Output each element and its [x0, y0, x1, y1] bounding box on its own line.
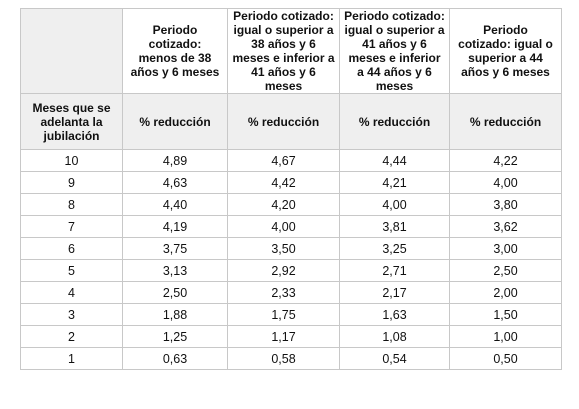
value-cell: 4,67	[227, 149, 340, 172]
value-cell: 4,63	[122, 171, 228, 194]
table-row: 4 2,50 2,33 2,17 2,00	[20, 281, 562, 304]
months-cell: 3	[20, 303, 123, 326]
table-row: 1 0,63 0,58 0,54 0,50	[20, 347, 562, 370]
value-cell: 2,33	[227, 281, 340, 304]
value-cell: 0,63	[122, 347, 228, 370]
value-cell: 3,50	[227, 237, 340, 260]
months-cell: 10	[20, 149, 123, 172]
months-cell: 4	[20, 281, 123, 304]
table-row: 2 1,25 1,17 1,08 1,00	[20, 325, 562, 348]
value-cell: 4,40	[122, 193, 228, 216]
table-row: 7 4,19 4,00 3,81 3,62	[20, 215, 562, 238]
value-cell: 2,71	[339, 259, 450, 282]
value-cell: 4,44	[339, 149, 450, 172]
value-cell: 1,08	[339, 325, 450, 348]
table-row: 3 1,88 1,75 1,63 1,50	[20, 303, 562, 326]
months-cell: 8	[20, 193, 123, 216]
header-col-2: Periodo cotizado: igual o superior a 38 …	[227, 8, 340, 94]
value-cell: 4,20	[227, 193, 340, 216]
value-cell: 4,22	[449, 149, 562, 172]
table-row: 10 4,89 4,67 4,44 4,22	[20, 149, 562, 172]
table-row: 5 3,13 2,92 2,71 2,50	[20, 259, 562, 282]
subheader-row: Meses que se adelanta la jubilación % re…	[20, 93, 562, 150]
header-col-3: Periodo cotizado: igual o superior a 41 …	[339, 8, 450, 94]
months-cell: 5	[20, 259, 123, 282]
subheader-reduction-1: % reducción	[122, 93, 228, 150]
value-cell: 4,21	[339, 171, 450, 194]
header-col-4: Periodo cotizado: igual o superior a 44 …	[449, 8, 562, 94]
value-cell: 3,13	[122, 259, 228, 282]
value-cell: 1,00	[449, 325, 562, 348]
months-cell: 1	[20, 347, 123, 370]
header-corner	[20, 8, 123, 94]
subheader-months: Meses que se adelanta la jubilación	[20, 93, 123, 150]
value-cell: 1,88	[122, 303, 228, 326]
value-cell: 0,50	[449, 347, 562, 370]
value-cell: 2,50	[122, 281, 228, 304]
value-cell: 1,75	[227, 303, 340, 326]
value-cell: 4,19	[122, 215, 228, 238]
value-cell: 1,17	[227, 325, 340, 348]
value-cell: 4,42	[227, 171, 340, 194]
value-cell: 2,92	[227, 259, 340, 282]
value-cell: 3,25	[339, 237, 450, 260]
value-cell: 0,54	[339, 347, 450, 370]
value-cell: 4,00	[339, 193, 450, 216]
months-cell: 7	[20, 215, 123, 238]
subheader-reduction-2: % reducción	[227, 93, 340, 150]
subheader-reduction-3: % reducción	[339, 93, 450, 150]
value-cell: 3,62	[449, 215, 562, 238]
value-cell: 1,25	[122, 325, 228, 348]
value-cell: 3,75	[122, 237, 228, 260]
months-cell: 6	[20, 237, 123, 260]
value-cell: 4,00	[449, 171, 562, 194]
table-row: 9 4,63 4,42 4,21 4,00	[20, 171, 562, 194]
header-col-1: Periodo cotizado: menos de 38 años y 6 m…	[122, 8, 228, 94]
value-cell: 3,00	[449, 237, 562, 260]
value-cell: 1,63	[339, 303, 450, 326]
header-row: Periodo cotizado: menos de 38 años y 6 m…	[20, 8, 562, 94]
value-cell: 2,17	[339, 281, 450, 304]
months-cell: 9	[20, 171, 123, 194]
months-cell: 2	[20, 325, 123, 348]
value-cell: 1,50	[449, 303, 562, 326]
value-cell: 2,50	[449, 259, 562, 282]
value-cell: 2,00	[449, 281, 562, 304]
subheader-reduction-4: % reducción	[449, 93, 562, 150]
value-cell: 4,00	[227, 215, 340, 238]
reduction-table: Periodo cotizado: menos de 38 años y 6 m…	[20, 8, 562, 370]
value-cell: 4,89	[122, 149, 228, 172]
value-cell: 0,58	[227, 347, 340, 370]
table-row: 6 3,75 3,50 3,25 3,00	[20, 237, 562, 260]
value-cell: 3,80	[449, 193, 562, 216]
table-row: 8 4,40 4,20 4,00 3,80	[20, 193, 562, 216]
value-cell: 3,81	[339, 215, 450, 238]
